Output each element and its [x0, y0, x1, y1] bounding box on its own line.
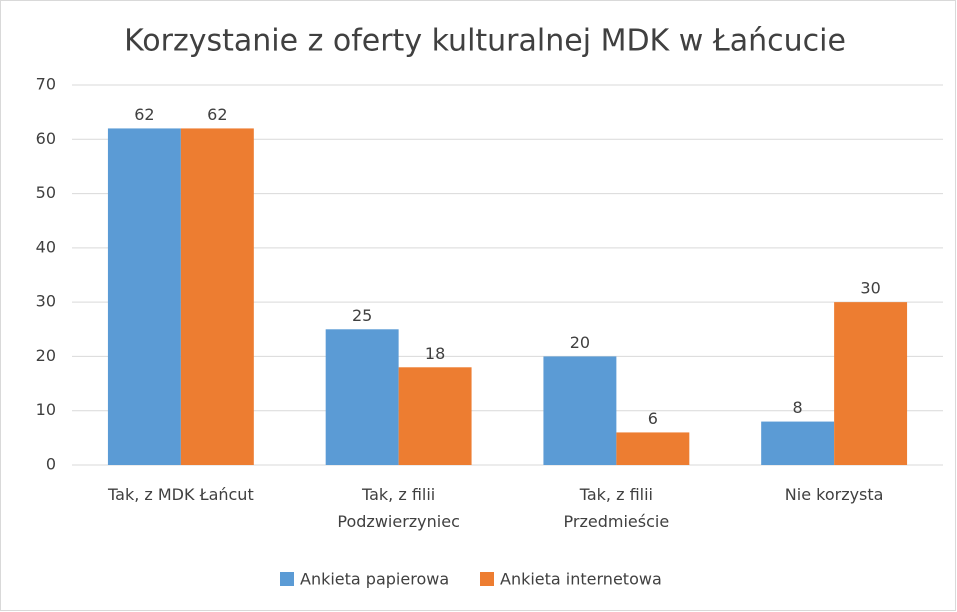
bar: [543, 356, 617, 465]
data-label: 20: [570, 333, 590, 352]
data-label: 25: [352, 306, 372, 325]
legend-label: Ankieta internetowa: [500, 570, 662, 589]
x-tick-label-line: Podzwierzyniec: [337, 512, 459, 531]
y-tick-label: 60: [36, 129, 56, 148]
data-label: 18: [425, 344, 445, 363]
y-tick-label: 70: [36, 75, 56, 94]
x-tick-label-line: Tak, z filii: [579, 485, 653, 504]
data-label: 30: [860, 279, 880, 298]
bar: [834, 302, 908, 465]
chart-title: Korzystanie z oferty kulturalnej MDK w Ł…: [124, 24, 846, 59]
data-label: 8: [793, 398, 803, 417]
x-tick-label: Tak, z filii Przedmieście: [564, 485, 670, 531]
y-tick-label: 30: [36, 292, 56, 311]
bar: [325, 329, 399, 465]
y-tick-label: 10: [36, 400, 56, 419]
y-tick-label: 20: [36, 346, 56, 365]
data-label: 62: [134, 105, 154, 124]
bar: [761, 421, 835, 465]
x-tick-label: Tak, z MDK Łańcut: [107, 485, 254, 504]
y-tick-label: 40: [36, 237, 56, 256]
x-tick-label: Tak, z filii Podzwierzyniec: [337, 485, 459, 531]
bar: [107, 128, 181, 465]
legend-label: Ankieta papierowa: [300, 570, 449, 589]
x-tick-label-line: Przedmieście: [564, 512, 670, 531]
y-tick-label: 50: [36, 183, 56, 202]
x-tick-label-line: Nie korzysta: [785, 485, 884, 504]
data-label: 62: [207, 105, 227, 124]
legend-swatch: [480, 572, 494, 586]
y-tick-label: 0: [46, 455, 56, 474]
x-tick-label-line: Tak, z MDK Łańcut: [107, 485, 254, 504]
legend-swatch: [280, 572, 294, 586]
x-tick-label: Nie korzysta: [785, 485, 884, 504]
x-tick-label-line: Tak, z filii: [361, 485, 435, 504]
data-label: 6: [648, 409, 658, 428]
bar: [180, 128, 254, 465]
bar: [398, 367, 472, 465]
bar: [616, 432, 690, 465]
